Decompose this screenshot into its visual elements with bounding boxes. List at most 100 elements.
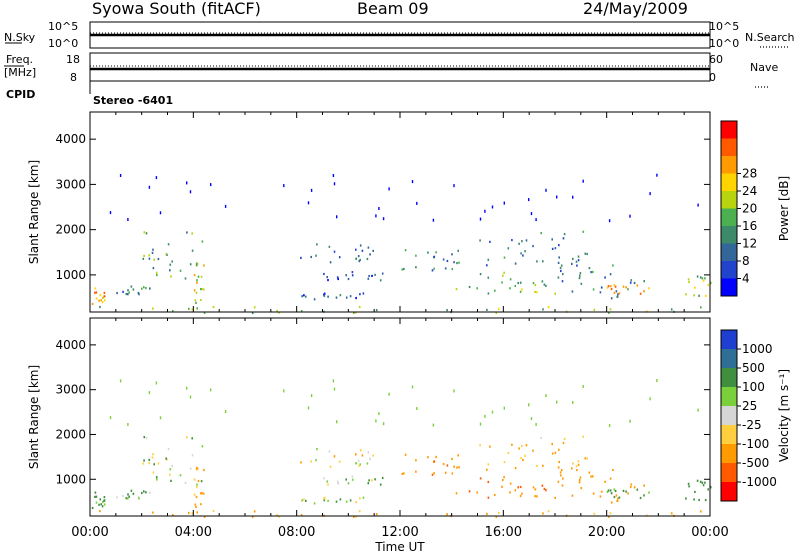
power-echo-cell [326,276,328,279]
velocity-echo-cell [622,489,625,492]
colorbar-tick-label: 500 [742,361,765,375]
velocity-echo-cell [300,514,303,517]
velocity-echo-cell [540,436,542,439]
power-echo-cell [498,307,500,310]
y-tick-label: 3000 [55,177,86,191]
velocity-echo-cell [685,497,687,500]
velocity-echo-cell [524,454,526,457]
velocity-echo-cell [503,476,505,479]
power-echo-cell [685,293,687,296]
velocity-echo-cell [335,500,338,503]
nsky-panel [5,21,788,49]
power-echo-cell [444,267,447,270]
colorbar-tick-label: 25 [742,399,757,413]
velocity-echo-cell [143,436,146,439]
power-echo-cell [95,291,98,294]
colorbar-label: Power [dB] [777,176,791,241]
power-echo-cell [125,292,128,296]
power-echo-isolated [155,176,158,180]
power-echo-cell [468,285,471,289]
velocity-echo-cell [202,492,205,495]
power-echo-cell [639,292,642,295]
power-echo-cell [592,288,595,291]
power-echo-cell [323,292,326,295]
velocity-echo-cell [142,462,145,465]
power-echo-cell [610,287,613,291]
velocity-echo-cell [627,492,629,495]
power-echo-cell [362,292,365,295]
velocity-echo-cell [617,497,619,500]
colorbar-tick-label: 1000 [742,342,773,356]
velocity-echo-cell [212,509,215,513]
power-echo-cell [366,257,369,261]
velocity-echo-isolated [148,391,151,395]
velocity-echo-cell [355,453,357,456]
colorbar-tick-label: 24 [742,184,757,198]
velocity-echo-isolated [332,379,335,383]
power-echo-isolated [382,217,385,221]
velocity-echo-cell [630,483,633,486]
velocity-echo-cell [151,456,154,459]
velocity-echo-cell [193,478,196,481]
power-echo-cell [157,257,160,261]
velocity-echo-cell [542,464,544,467]
power-echo-isolated [649,192,651,196]
velocity-echo-cell [693,498,695,501]
power-echo-cell [554,292,556,295]
velocity-echo-isolated [479,422,482,426]
velocity-echo-cell [446,464,449,467]
velocity-echo-isolated [608,424,611,428]
power-echo-cell [102,296,104,299]
velocity-echo-cell [559,471,562,474]
velocity-echo-cell [103,496,106,499]
power-echo-cell [358,260,361,263]
velocity-echo-cell [543,487,546,490]
power-echo-cell [300,256,302,259]
velocity-echo-cell [355,501,357,504]
power-echo-cell [170,275,172,278]
colorbar-segment [721,278,737,297]
power-echo-cell [328,245,331,248]
velocity-echo-isolated [333,387,336,391]
velocity-echo-cell [100,503,102,506]
power-echo-cell [442,258,445,261]
power-echo-cell [558,244,560,247]
power-echo-cell [609,273,612,276]
power-echo-cell [313,298,316,301]
velocity-echo-cell [457,454,459,457]
x-tick-label: 00:00 [71,525,108,540]
velocity-echo-isolated [491,410,494,414]
velocity-echo-cell [148,462,151,465]
velocity-echo-isolated [432,423,435,427]
power-echo-cell [323,293,325,296]
power-echo-cell [300,310,303,313]
velocity-echo-cell [361,454,364,457]
velocity-echo-cell [521,492,523,495]
power-echo-cell [153,258,155,261]
velocity-echo-cell [582,435,585,438]
velocity-echo-cell [128,495,130,498]
colorbar-segment [721,156,737,174]
velocity-echo-cell [699,480,702,483]
power-echo-cell [122,290,124,293]
power-echo-cell [152,307,154,310]
velocity-echo-cell [101,505,104,508]
velocity-echo-isolated [159,416,162,420]
power-echo-cell [534,284,537,287]
velocity-echo-cell [521,444,523,448]
freq-tick-top: 18 [66,53,80,66]
power-echo-cell [358,305,361,309]
velocity-echo-cell [152,453,154,456]
power-echo-isolated [310,188,313,192]
power-echo-cell [584,252,587,255]
power-echo-isolated [186,181,188,185]
velocity-echo-cell [169,468,172,471]
velocity-echo-cell [188,511,190,514]
power-echo-isolated [572,195,574,199]
velocity-echo-cell [148,458,151,461]
velocity-echo-cell [327,499,329,502]
velocity-echo-cell [313,502,316,505]
power-echo-cell [489,240,491,243]
power-echo-cell [152,267,155,270]
power-echo-cell [339,294,342,297]
